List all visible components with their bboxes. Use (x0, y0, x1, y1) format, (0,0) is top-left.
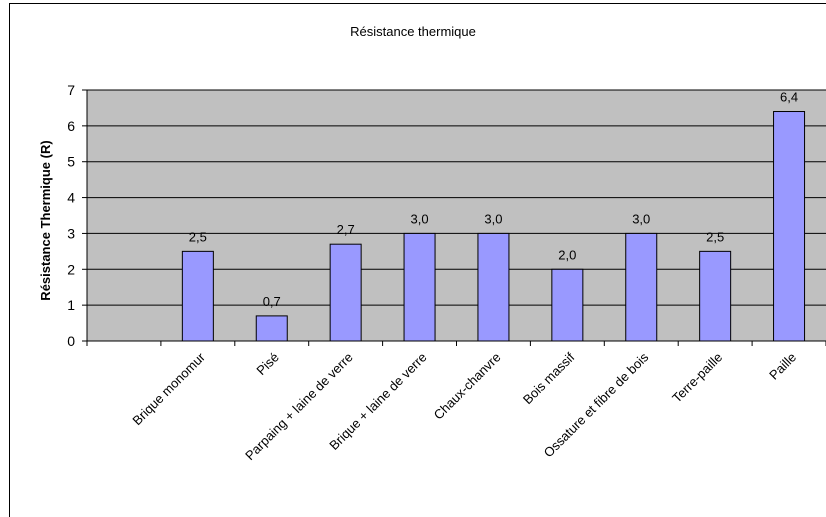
data-label: 3,0 (632, 211, 650, 226)
x-tick-label: Terre-paille (669, 350, 725, 406)
bar (403, 232, 436, 342)
x-tick-label: Chaux-chanvre (431, 350, 504, 423)
x-tick-label: Pisé (253, 350, 281, 378)
x-tick-label: Bois massif (520, 349, 578, 407)
y-tick-label: 6 (67, 118, 75, 134)
y-tick-label: 0 (67, 333, 75, 349)
bar (773, 111, 806, 342)
chart-title: Résistance thermique (350, 24, 476, 39)
data-label: 3,0 (411, 211, 429, 226)
axes (82, 89, 826, 346)
y-tick-label: 3 (67, 225, 75, 241)
data-label: 2,0 (558, 247, 576, 262)
data-label: 6,4 (780, 90, 798, 105)
data-label: 3,0 (484, 211, 502, 226)
y-tick-label: 5 (67, 154, 75, 170)
chart-frame (9, 3, 826, 517)
bar (699, 250, 732, 342)
y-tick-label: 2 (67, 261, 75, 277)
bar (625, 232, 658, 342)
y-tick-label: 4 (67, 190, 75, 206)
bars (181, 111, 806, 342)
y-tick-label: 7 (67, 82, 75, 98)
bar (255, 315, 288, 342)
x-tick-label: Brique monomur (129, 349, 208, 428)
bar (551, 268, 584, 342)
data-label: 2,7 (337, 222, 355, 237)
bar (477, 232, 510, 342)
y-axis-label: Résistance Thermique (R) (38, 140, 53, 300)
data-label: 2,5 (706, 229, 724, 244)
x-tick-label: Paille (766, 350, 799, 383)
data-label: 0,7 (263, 294, 281, 309)
data-label: 2,5 (189, 229, 207, 244)
bar (329, 243, 362, 342)
y-tick-label: 1 (67, 297, 75, 313)
bar (181, 250, 214, 342)
